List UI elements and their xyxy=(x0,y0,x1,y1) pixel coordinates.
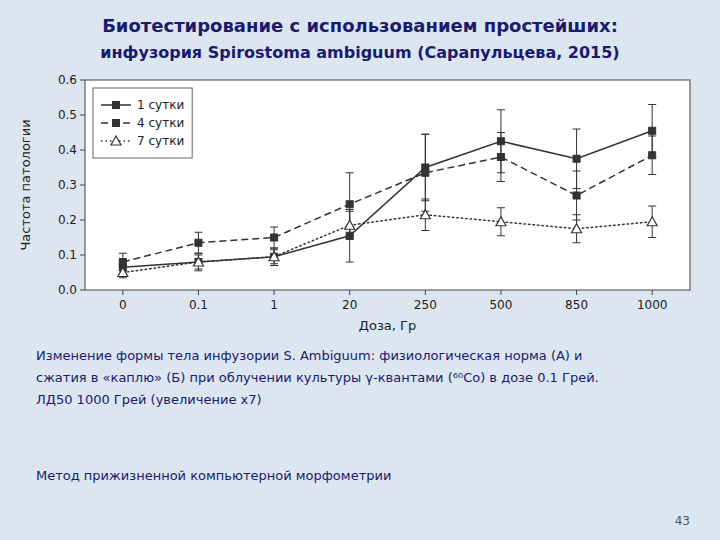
point xyxy=(269,252,279,261)
x-axis-label: Доза, Гр xyxy=(359,318,416,333)
point xyxy=(496,217,506,226)
legend: 1 сутки 4 сутки 7 сутки xyxy=(93,88,192,158)
y-tick-label: 0.6 xyxy=(58,73,77,87)
x-tick-label: 250 xyxy=(414,298,437,312)
title: Биотестирование с использованием простей… xyxy=(102,15,618,36)
legend-marker xyxy=(113,120,120,127)
error-bar xyxy=(270,227,278,248)
series xyxy=(118,199,657,278)
error-bar xyxy=(346,173,354,236)
y-tick xyxy=(80,185,85,186)
series xyxy=(119,133,656,271)
y-tick xyxy=(80,150,85,151)
x-tick xyxy=(576,290,577,295)
y-tick-label: 0.3 xyxy=(58,178,77,192)
x-tick-label: 20 xyxy=(342,298,357,312)
x-tick xyxy=(349,290,350,295)
legend-marker xyxy=(111,136,121,145)
chart: Биотестирование с использованием простей… xyxy=(0,0,720,540)
legend-label: 7 сутки xyxy=(137,134,184,148)
x-tick-label: 850 xyxy=(565,298,588,312)
error-bar xyxy=(573,171,581,220)
series xyxy=(119,105,656,275)
error-bar xyxy=(421,199,429,231)
x-tick-label: 1000 xyxy=(637,298,668,312)
annotation: сжатия в «каплю» (Б) при облучении культ… xyxy=(36,370,599,385)
legend-item: 1 сутки xyxy=(101,98,184,112)
y-tick-label: 0.4 xyxy=(58,143,77,157)
plot-frame xyxy=(85,80,690,290)
y-tick-label: 0.5 xyxy=(58,108,77,122)
error-bar xyxy=(119,267,127,278)
error-bar xyxy=(573,215,581,243)
y-tick xyxy=(80,290,85,291)
point xyxy=(647,217,657,226)
point xyxy=(573,192,580,199)
point xyxy=(346,201,353,208)
x-tick-label: 1 xyxy=(270,298,278,312)
point xyxy=(572,224,582,233)
page-number: 43 xyxy=(675,514,690,528)
x-tick xyxy=(122,290,123,295)
subtitle: инфузория Spirostoma ambiguum (Сарапульц… xyxy=(100,43,619,62)
footer: Метод прижизненной компьютерной морфомет… xyxy=(36,468,391,483)
annotation: ЛД50 1000 Грей (увеличение х7) xyxy=(36,392,262,407)
error-bar xyxy=(270,250,278,264)
point xyxy=(195,239,202,246)
error-bar xyxy=(648,136,656,175)
annotation: Изменение формы тела инфузории S. Ambigu… xyxy=(36,348,583,363)
point xyxy=(345,220,355,229)
point xyxy=(422,169,429,176)
error-bar xyxy=(497,133,505,182)
legend-item: 4 сутки xyxy=(101,116,184,130)
error-bar xyxy=(346,211,354,239)
x-tick xyxy=(652,290,653,295)
y-tick xyxy=(80,80,85,81)
y-tick-label: 0.1 xyxy=(58,248,77,262)
point xyxy=(573,155,580,162)
point xyxy=(649,152,656,159)
error-bar xyxy=(194,253,202,271)
legend-marker xyxy=(113,102,120,109)
error-bar xyxy=(497,208,505,236)
point xyxy=(271,234,278,241)
series-line xyxy=(123,215,652,273)
y-tick-label: 0.2 xyxy=(58,213,77,227)
error-bar xyxy=(194,255,202,269)
point xyxy=(119,259,126,266)
legend-item: 7 сутки xyxy=(101,134,184,148)
y-tick-label: 0.0 xyxy=(58,283,77,297)
legend-label: 1 сутки xyxy=(137,98,184,112)
y-tick xyxy=(80,115,85,116)
x-tick xyxy=(274,290,275,295)
error-bar xyxy=(194,232,202,253)
error-bar xyxy=(648,206,656,238)
legend-label: 4 сутки xyxy=(137,116,184,130)
point xyxy=(497,154,504,161)
y-axis-label: Частота патологии xyxy=(18,119,33,250)
y-tick xyxy=(80,220,85,221)
series-line xyxy=(123,155,652,262)
axes: 0.0 0.1 0.2 0.3 0.4 0.5 0.6 0 0.1 1 20 250 500 850 100… xyxy=(58,73,668,312)
error-bar xyxy=(270,248,278,266)
point xyxy=(649,127,656,134)
x-tick xyxy=(198,290,199,295)
plot-area xyxy=(85,80,690,290)
series-line xyxy=(123,131,652,268)
x-tick-label: 0 xyxy=(119,298,127,312)
point xyxy=(193,257,203,266)
point xyxy=(118,268,128,277)
point xyxy=(420,210,430,219)
x-tick-label: 0.1 xyxy=(189,298,208,312)
marks xyxy=(118,105,657,278)
x-tick xyxy=(500,290,501,295)
x-tick-label: 500 xyxy=(489,298,512,312)
y-tick xyxy=(80,255,85,256)
x-tick xyxy=(425,290,426,295)
legend-box xyxy=(93,88,192,158)
